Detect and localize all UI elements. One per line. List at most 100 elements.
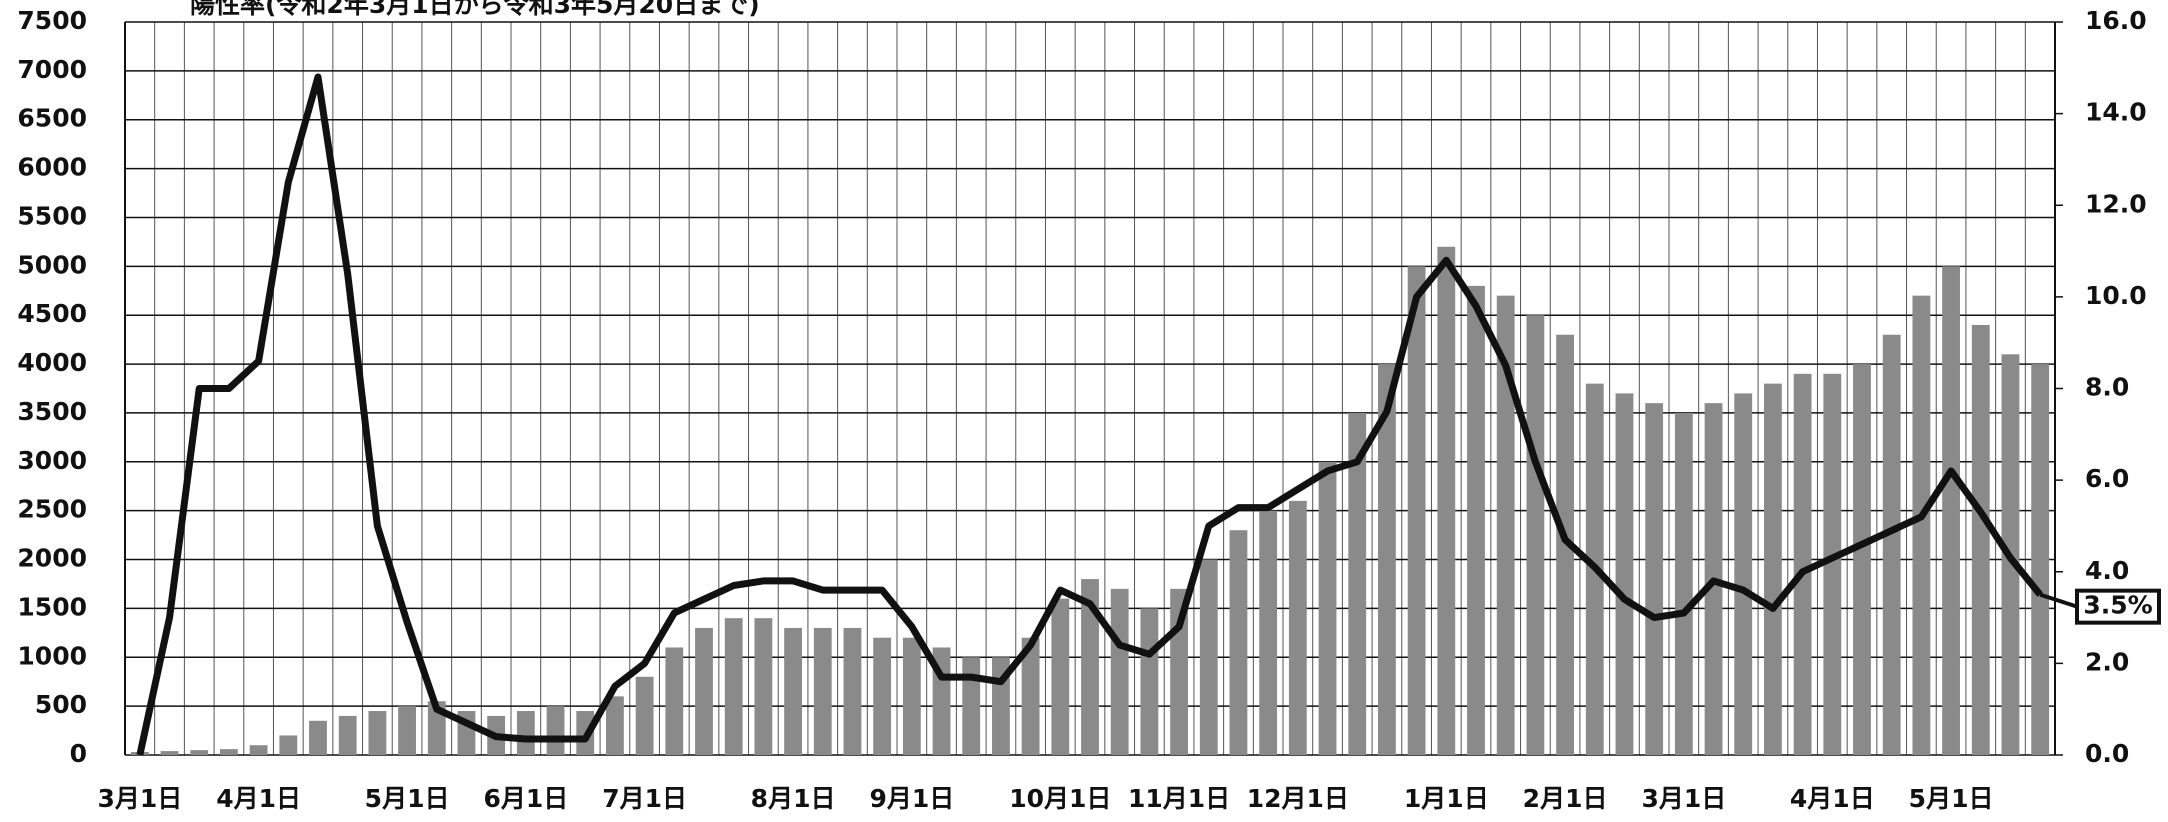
bar — [1318, 461, 1337, 755]
y2-tick-label: 12.0 — [2085, 189, 2147, 218]
bar — [309, 720, 327, 755]
chart-title: 陽性率(令和2年3月1日から令和3年5月20日まで) — [190, 0, 760, 19]
bar — [1259, 510, 1278, 755]
bar — [1912, 295, 1931, 755]
y-tick-label: 2500 — [17, 495, 87, 524]
bar — [546, 706, 565, 755]
y-tick-label: 6500 — [17, 104, 87, 133]
annotation-leader — [2039, 592, 2078, 609]
bar — [754, 618, 773, 755]
y-tick-label: 1500 — [17, 592, 87, 621]
x-tick-label: 4月1日 — [1790, 784, 1875, 813]
x-tick-label: 5月1日 — [1909, 784, 1994, 813]
bar — [902, 637, 921, 755]
bar — [2031, 364, 2050, 755]
bar — [813, 627, 832, 755]
x-tick-label: 9月1日 — [869, 784, 954, 813]
annotation-box — [2075, 588, 2161, 625]
bar — [368, 711, 387, 755]
x-tick-label: 1月1日 — [1404, 784, 1489, 813]
rate-line — [136, 73, 2043, 756]
bar — [873, 637, 892, 755]
bar — [1734, 393, 1753, 755]
y-tick-label: 2000 — [17, 544, 87, 573]
annotation: 3.5% — [2083, 591, 2152, 620]
y-tick-label: 4000 — [17, 348, 87, 377]
bar — [249, 745, 268, 755]
bar — [1199, 559, 1218, 755]
bar — [1021, 637, 1040, 755]
y-tick-label: 7500 — [17, 6, 87, 35]
y-tick-label: 5000 — [17, 250, 87, 279]
bar — [1645, 403, 1664, 755]
bar — [962, 657, 981, 755]
bar — [1556, 334, 1574, 755]
bar — [1764, 383, 1782, 755]
bar — [516, 711, 535, 755]
x-tick-label: 5月1日 — [365, 784, 450, 813]
y2-tick-label: 16.0 — [2085, 6, 2147, 35]
bar — [1348, 412, 1367, 755]
y-tick-label: 5500 — [17, 201, 87, 230]
bar — [1615, 393, 1634, 755]
bar — [338, 715, 357, 755]
y2-tick-label: 0.0 — [2085, 739, 2129, 768]
y-tick-label: 4500 — [17, 299, 87, 328]
bar — [1853, 364, 1871, 755]
bar — [1110, 588, 1129, 755]
y2-tick-label: 10.0 — [2085, 281, 2147, 310]
y-tick-label: 7000 — [17, 55, 87, 84]
x-tick-label: 4月1日 — [216, 784, 301, 813]
bar — [398, 706, 416, 755]
y-tick-label: 3500 — [17, 397, 87, 426]
x-tick-label: 7月1日 — [602, 784, 687, 813]
x-tick-label: 11月1日 — [1128, 784, 1230, 813]
bar — [1526, 315, 1545, 755]
y2-tick-label: 4.0 — [2085, 556, 2129, 585]
bar — [220, 749, 238, 755]
bar — [784, 627, 802, 755]
y-tick-label: 1000 — [17, 641, 87, 670]
bar — [1051, 598, 1070, 755]
x-tick-label: 2月1日 — [1523, 784, 1608, 813]
bar — [695, 627, 713, 755]
bar — [1674, 412, 1693, 755]
y2-tick-label: 14.0 — [2085, 98, 2147, 127]
bar — [1942, 266, 1960, 755]
bar — [1823, 373, 1842, 755]
y2-tick-label: 8.0 — [2085, 373, 2129, 402]
bar — [1496, 295, 1515, 755]
bar — [665, 647, 684, 755]
x-tick-label: 6月1日 — [483, 784, 568, 813]
x-tick-label: 10月1日 — [1009, 784, 1111, 813]
bar — [1378, 364, 1396, 755]
bar — [635, 676, 654, 755]
bar — [724, 618, 743, 755]
y-tick-label: 500 — [35, 690, 87, 719]
bar — [1229, 530, 1248, 755]
bar — [1971, 324, 1990, 755]
y-tick-label: 6000 — [17, 153, 87, 182]
bar — [1288, 500, 1307, 755]
y2-tick-label: 6.0 — [2085, 464, 2129, 493]
y-tick-label: 3000 — [17, 446, 87, 475]
x-tick-label: 8月1日 — [751, 784, 836, 813]
bar — [606, 696, 624, 755]
bar — [190, 750, 209, 755]
bar — [1467, 285, 1485, 755]
bar — [1882, 334, 1901, 755]
x-tick-label: 3月1日 — [1641, 784, 1726, 813]
bar — [1140, 608, 1159, 755]
bar — [1407, 266, 1426, 755]
bar — [279, 735, 298, 755]
x-tick-label: 3月1日 — [97, 784, 182, 813]
y-tick-label: 0 — [70, 739, 87, 768]
bar — [1437, 246, 1456, 755]
bar — [843, 627, 862, 755]
bar — [160, 751, 179, 755]
y2-tick-label: 2.0 — [2085, 647, 2129, 676]
x-tick-label: 12月1日 — [1247, 784, 1349, 813]
bar — [1081, 579, 1099, 755]
bar — [1793, 373, 1812, 755]
